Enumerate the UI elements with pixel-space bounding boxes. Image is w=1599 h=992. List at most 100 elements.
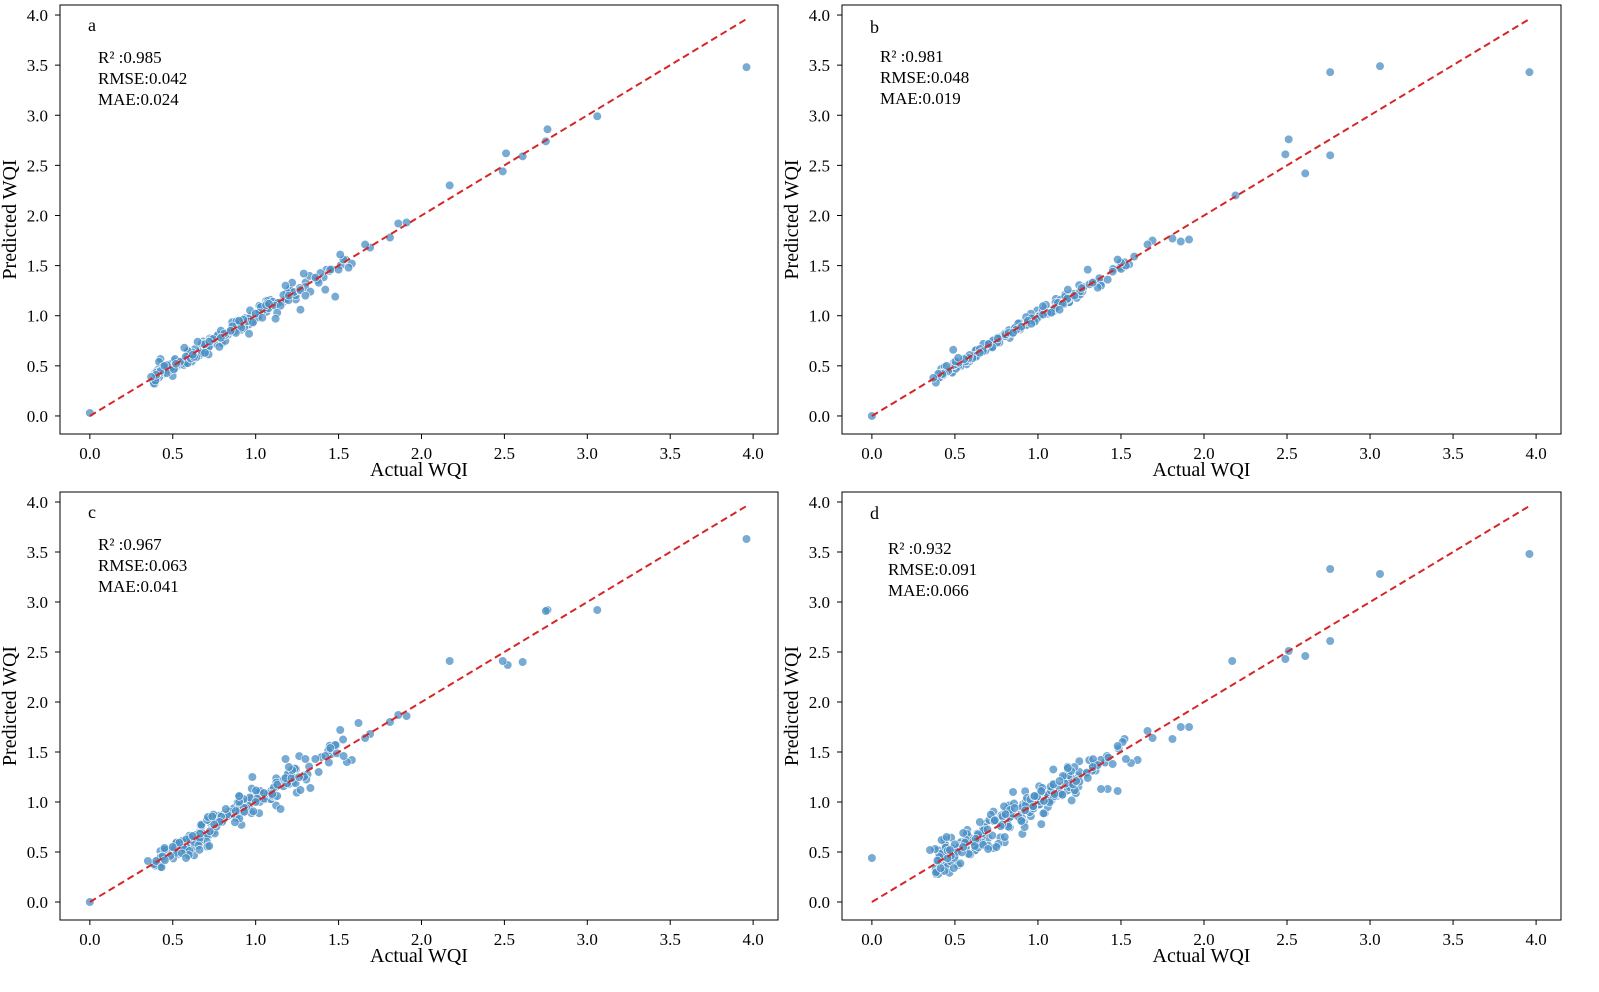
x-tick-label: 4.0 — [743, 444, 764, 463]
y-tick-label: 4.0 — [27, 6, 48, 25]
metric-text: R² :0.981 — [880, 47, 944, 66]
panel-b: 0.0 0.5 1.0 1.5 2.0 2.5 3.0 3.5 4.0 0.0 0.5 1.0 1.5 2… — [781, 4, 1562, 481]
data-point — [1063, 763, 1073, 773]
data-point — [85, 897, 95, 907]
x-tick-label: 1.5 — [328, 930, 349, 949]
data-point — [518, 657, 528, 667]
plot-frame — [59, 491, 779, 921]
y-tick-label: 0.5 — [809, 357, 830, 376]
x-tick-label: 4.0 — [743, 930, 764, 949]
data-point — [1036, 819, 1046, 829]
data-point — [1054, 305, 1065, 315]
y-tick-label: 1.0 — [27, 307, 48, 326]
data-point — [1375, 569, 1385, 579]
data-point — [1096, 784, 1106, 794]
data-point — [231, 806, 241, 816]
panel-c: 0.0 0.5 1.0 1.5 2.0 2.5 3.0 3.5 4.0 0.0 0.5 1.0 1.5 2… — [0, 491, 779, 967]
x-tick-label: 0.0 — [79, 444, 100, 463]
data-point — [1325, 636, 1335, 646]
plot-frame — [841, 491, 1562, 921]
data-point — [280, 754, 291, 764]
data-point — [445, 656, 455, 666]
data-point — [338, 734, 348, 745]
y-tick-label: 1.5 — [27, 257, 48, 276]
metric-text: R² :0.967 — [98, 535, 162, 554]
data-point — [1325, 67, 1335, 77]
data-point — [1113, 254, 1123, 265]
x-tick-label: 3.5 — [1442, 930, 1463, 949]
data-point — [1083, 773, 1093, 783]
metric-text: RMSE:0.063 — [98, 556, 187, 575]
data-point — [1129, 251, 1139, 262]
x-tick-label: 2.5 — [1276, 930, 1297, 949]
y-tick-label: 3.5 — [27, 56, 48, 75]
data-point — [1184, 722, 1194, 732]
data-point — [542, 124, 553, 134]
y-axis-title: Predicted WQI — [781, 646, 803, 766]
data-point — [541, 606, 551, 616]
data-point — [200, 348, 210, 358]
data-point — [741, 534, 752, 544]
data-point — [953, 353, 963, 363]
data-point — [295, 305, 306, 315]
x-tick-label: 0.5 — [944, 444, 965, 463]
data-point — [1054, 776, 1065, 786]
data-point — [1016, 816, 1026, 826]
x-tick-label: 2.5 — [494, 444, 515, 463]
data-point — [942, 832, 952, 842]
data-point — [1010, 803, 1020, 813]
metric-text: RMSE:0.048 — [880, 68, 969, 87]
data-point — [970, 841, 980, 851]
data-point — [1063, 285, 1073, 295]
data-point — [1167, 233, 1178, 244]
scatter-points — [867, 61, 1535, 421]
data-point — [1038, 301, 1048, 311]
data-point — [991, 842, 1002, 852]
x-tick-label: 2.5 — [494, 930, 515, 949]
data-point — [1108, 759, 1118, 769]
metric-text: RMSE:0.091 — [888, 560, 977, 579]
data-point — [1113, 786, 1123, 796]
data-point — [1048, 764, 1058, 775]
data-point — [385, 232, 395, 243]
data-point — [1000, 832, 1010, 842]
data-point — [1280, 149, 1290, 159]
data-point — [1026, 319, 1036, 329]
data-point — [1325, 150, 1335, 160]
data-point — [948, 345, 958, 355]
data-point — [207, 811, 217, 822]
data-point — [280, 281, 291, 291]
data-point — [85, 408, 95, 418]
data-point — [325, 743, 335, 753]
y-tick-label: 3.0 — [27, 106, 48, 125]
scatter-points — [867, 549, 1535, 879]
reference-line — [89, 18, 748, 417]
data-point — [214, 342, 224, 352]
data-point — [168, 842, 178, 852]
x-tick-label: 1.0 — [1027, 444, 1048, 463]
y-tick-label: 3.5 — [809, 56, 830, 75]
data-point — [1036, 786, 1046, 796]
data-point — [335, 249, 345, 260]
data-point — [1057, 790, 1067, 800]
data-point — [179, 343, 189, 353]
data-point — [159, 843, 170, 853]
data-point — [1038, 808, 1049, 818]
data-point — [1280, 654, 1290, 664]
y-tick-label: 2.5 — [809, 156, 830, 175]
y-tick-label: 2.0 — [27, 206, 48, 225]
panel-label: c — [88, 502, 96, 522]
data-point — [942, 361, 952, 371]
y-tick-label: 2.0 — [809, 693, 830, 712]
data-point — [221, 804, 231, 814]
x-tick-label: 2.0 — [1193, 444, 1214, 463]
plot-frame — [59, 4, 779, 435]
x-tick-label: 1.0 — [245, 444, 266, 463]
data-point — [295, 785, 306, 795]
data-point — [1083, 265, 1093, 275]
data-point — [498, 656, 508, 666]
data-point — [983, 844, 993, 854]
data-point — [393, 218, 403, 229]
y-tick-label: 1.5 — [809, 743, 830, 762]
